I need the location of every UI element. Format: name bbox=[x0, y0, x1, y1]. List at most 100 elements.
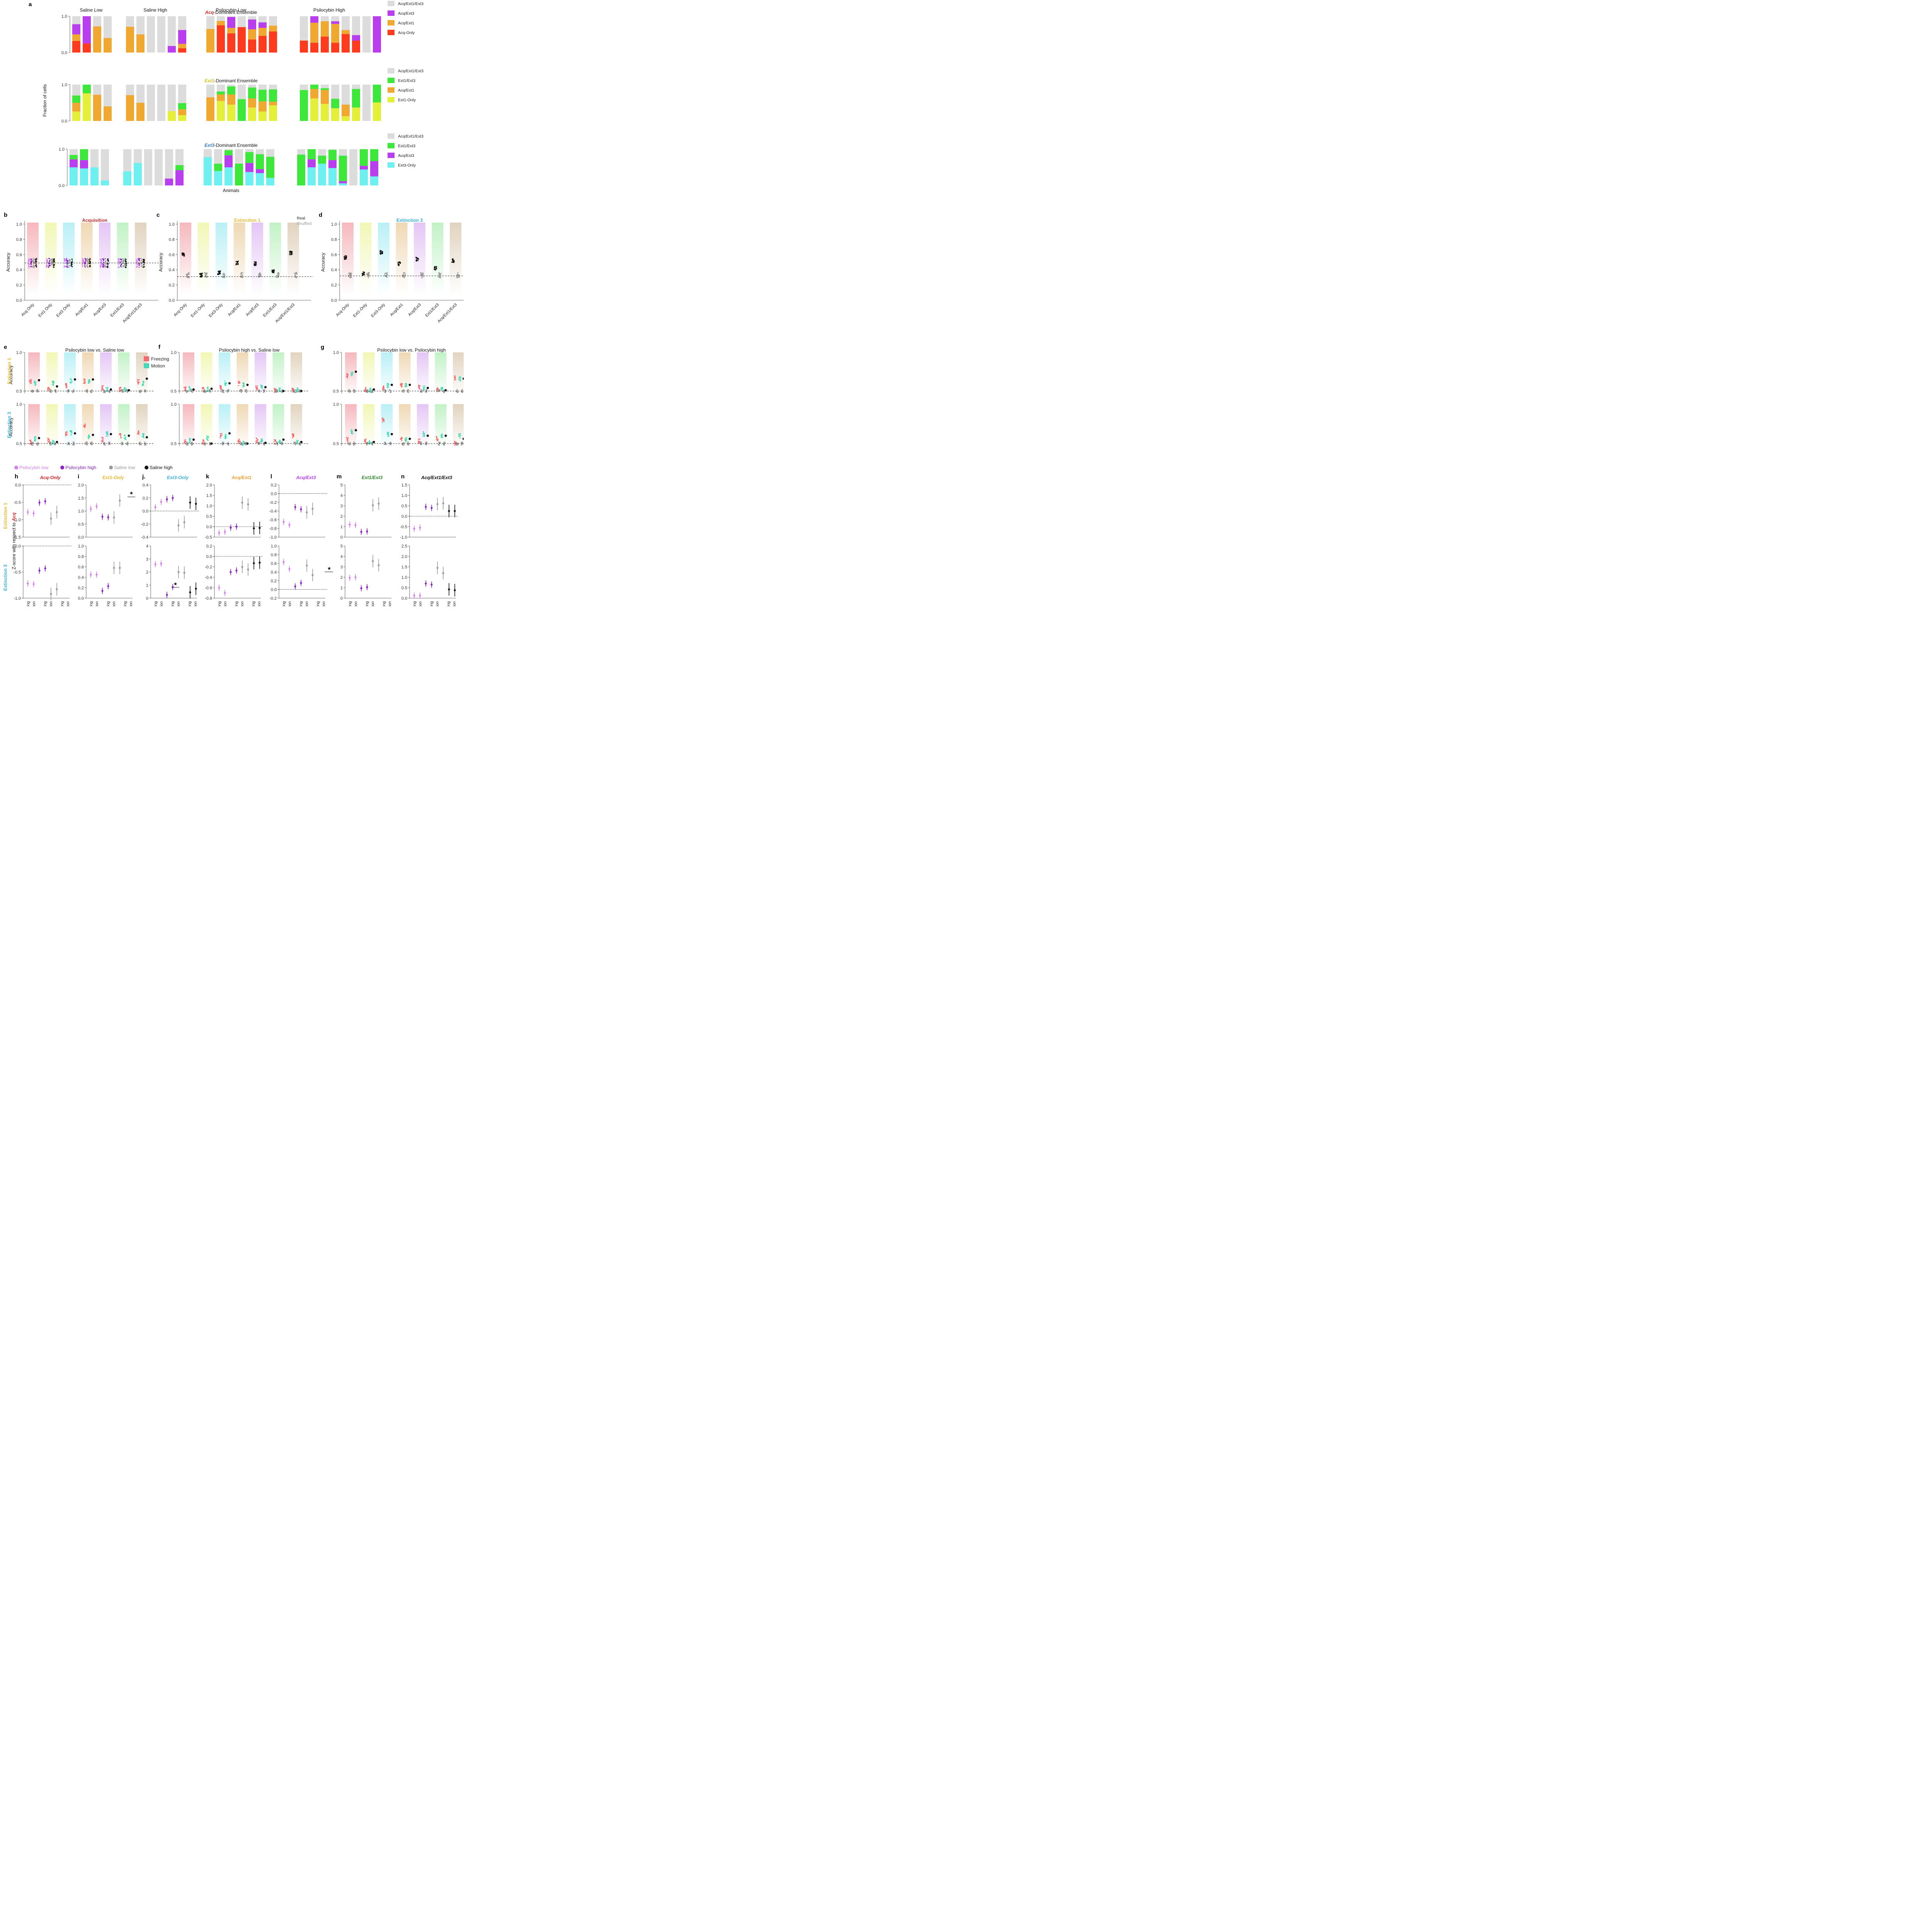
data-point-real bbox=[219, 273, 221, 274]
mean-marker bbox=[195, 502, 197, 505]
legend-swatch bbox=[388, 68, 395, 73]
data-point-motion bbox=[35, 437, 37, 438]
category-band bbox=[219, 404, 230, 447]
mean-marker bbox=[32, 582, 35, 586]
data-point-motion bbox=[262, 438, 263, 440]
data-point-freezing bbox=[275, 391, 276, 393]
mean-marker bbox=[360, 587, 362, 590]
data-point-motion bbox=[352, 433, 353, 434]
y-tick-label: -0.2 bbox=[205, 565, 212, 570]
data-point-freezing bbox=[219, 437, 221, 439]
data-point-motion bbox=[52, 440, 53, 441]
panel-title: Acq/Ext1 bbox=[231, 475, 252, 480]
data-point-freezing bbox=[239, 441, 240, 443]
data-point-real bbox=[452, 259, 453, 260]
data-point-freezing bbox=[256, 440, 257, 441]
data-point-shuffled bbox=[349, 389, 350, 390]
data-point-shuffled bbox=[127, 391, 129, 393]
data-point bbox=[28, 266, 29, 268]
data-point-motion bbox=[352, 431, 353, 432]
y-tick-label: 1.0 bbox=[59, 147, 65, 152]
y-tick-label: 5 bbox=[340, 544, 343, 549]
y-tick-label: 1.5 bbox=[78, 496, 84, 501]
data-point-motion bbox=[350, 433, 352, 434]
data-point-mean bbox=[282, 438, 285, 441]
data-point-motion bbox=[224, 382, 226, 384]
data-point bbox=[36, 258, 37, 259]
data-point-freezing bbox=[347, 377, 349, 379]
bar-segment bbox=[308, 167, 316, 185]
y-tick-label: -1.5 bbox=[14, 535, 21, 540]
data-point-motion bbox=[386, 432, 388, 433]
data-point-shuffled bbox=[389, 444, 391, 446]
data-point-shuffled bbox=[187, 444, 188, 446]
data-point-real bbox=[289, 254, 291, 255]
data-point-motion bbox=[71, 381, 73, 383]
data-point-freezing bbox=[219, 386, 221, 388]
data-point-freezing bbox=[185, 440, 186, 442]
data-point-shuffled bbox=[278, 274, 279, 276]
data-point-shuffled bbox=[457, 444, 459, 446]
data-point bbox=[123, 260, 124, 262]
data-point-freezing bbox=[120, 437, 122, 439]
data-point-freezing bbox=[293, 434, 294, 436]
bar-segment bbox=[83, 16, 91, 44]
data-point bbox=[71, 260, 73, 262]
data-point-real bbox=[236, 264, 237, 265]
data-point bbox=[125, 261, 126, 262]
mean-marker bbox=[442, 502, 444, 505]
data-point-real bbox=[273, 270, 275, 272]
mean-marker bbox=[183, 571, 185, 575]
data-point bbox=[141, 266, 142, 267]
data-point-motion bbox=[35, 382, 37, 383]
data-point-motion bbox=[368, 442, 370, 444]
data-point-shuffled bbox=[121, 442, 123, 444]
data-point-shuffled bbox=[186, 392, 187, 393]
data-point bbox=[67, 265, 68, 266]
data-point-freezing bbox=[257, 442, 258, 443]
panel-letter: h bbox=[15, 473, 18, 480]
data-point-motion bbox=[387, 387, 388, 388]
data-point-motion bbox=[142, 433, 144, 435]
data-point-shuffled bbox=[121, 444, 122, 446]
data-point bbox=[118, 259, 119, 260]
y-tick-label: 1.5 bbox=[401, 483, 407, 488]
mean-marker bbox=[419, 594, 421, 597]
data-point-shuffled bbox=[145, 443, 146, 444]
x-tick-label: Acq/Ext3 bbox=[245, 303, 260, 317]
data-point-shuffled bbox=[277, 272, 279, 273]
data-point-motion bbox=[262, 440, 263, 441]
data-point-freezing bbox=[292, 389, 293, 391]
data-point-freezing bbox=[184, 442, 185, 444]
data-point bbox=[105, 265, 107, 267]
mean-marker bbox=[160, 500, 162, 503]
ensemble-title: Ext1-Dominant Ensemble bbox=[204, 78, 258, 83]
mean-marker bbox=[235, 525, 238, 528]
mean-marker bbox=[360, 530, 362, 534]
bar-segment bbox=[248, 107, 256, 121]
data-point-motion bbox=[459, 437, 461, 439]
bar-total bbox=[362, 85, 371, 121]
data-point-motion bbox=[124, 438, 126, 439]
data-point-shuffled bbox=[127, 444, 128, 446]
y-tick-label: 1.0 bbox=[171, 350, 177, 355]
data-point bbox=[121, 263, 122, 265]
data-point-motion bbox=[88, 434, 90, 436]
data-point-motion bbox=[53, 440, 55, 442]
data-point-shuffled bbox=[262, 389, 264, 391]
data-point-motion bbox=[206, 439, 207, 440]
data-point-shuffled bbox=[353, 443, 354, 445]
data-point-motion bbox=[460, 433, 461, 435]
data-point-freezing bbox=[347, 373, 348, 375]
data-point-motion bbox=[34, 438, 35, 440]
mean-marker bbox=[56, 588, 58, 591]
data-point-mean bbox=[264, 441, 267, 444]
data-point-mean bbox=[391, 384, 393, 386]
data-point-shuffled bbox=[348, 390, 349, 391]
data-point-motion bbox=[297, 389, 298, 390]
data-point-freezing bbox=[119, 433, 120, 435]
data-point bbox=[140, 260, 142, 261]
data-point-freezing bbox=[401, 386, 403, 387]
y-tick-label: 0.2 bbox=[271, 579, 277, 583]
y-axis-label: Accuracy bbox=[5, 253, 11, 272]
